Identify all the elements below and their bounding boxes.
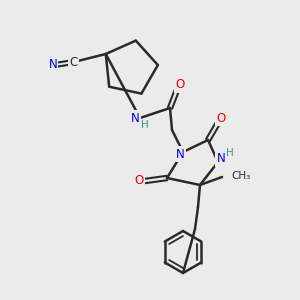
Text: C: C [70, 56, 78, 68]
Text: H: H [141, 120, 149, 130]
Text: O: O [216, 112, 226, 124]
Text: N: N [130, 112, 140, 124]
Text: N: N [48, 58, 57, 71]
Text: N: N [176, 148, 184, 160]
Text: H: H [226, 148, 234, 158]
Text: CH₃: CH₃ [231, 171, 250, 181]
Text: O: O [176, 79, 184, 92]
Text: O: O [134, 175, 144, 188]
Text: N: N [217, 152, 225, 166]
